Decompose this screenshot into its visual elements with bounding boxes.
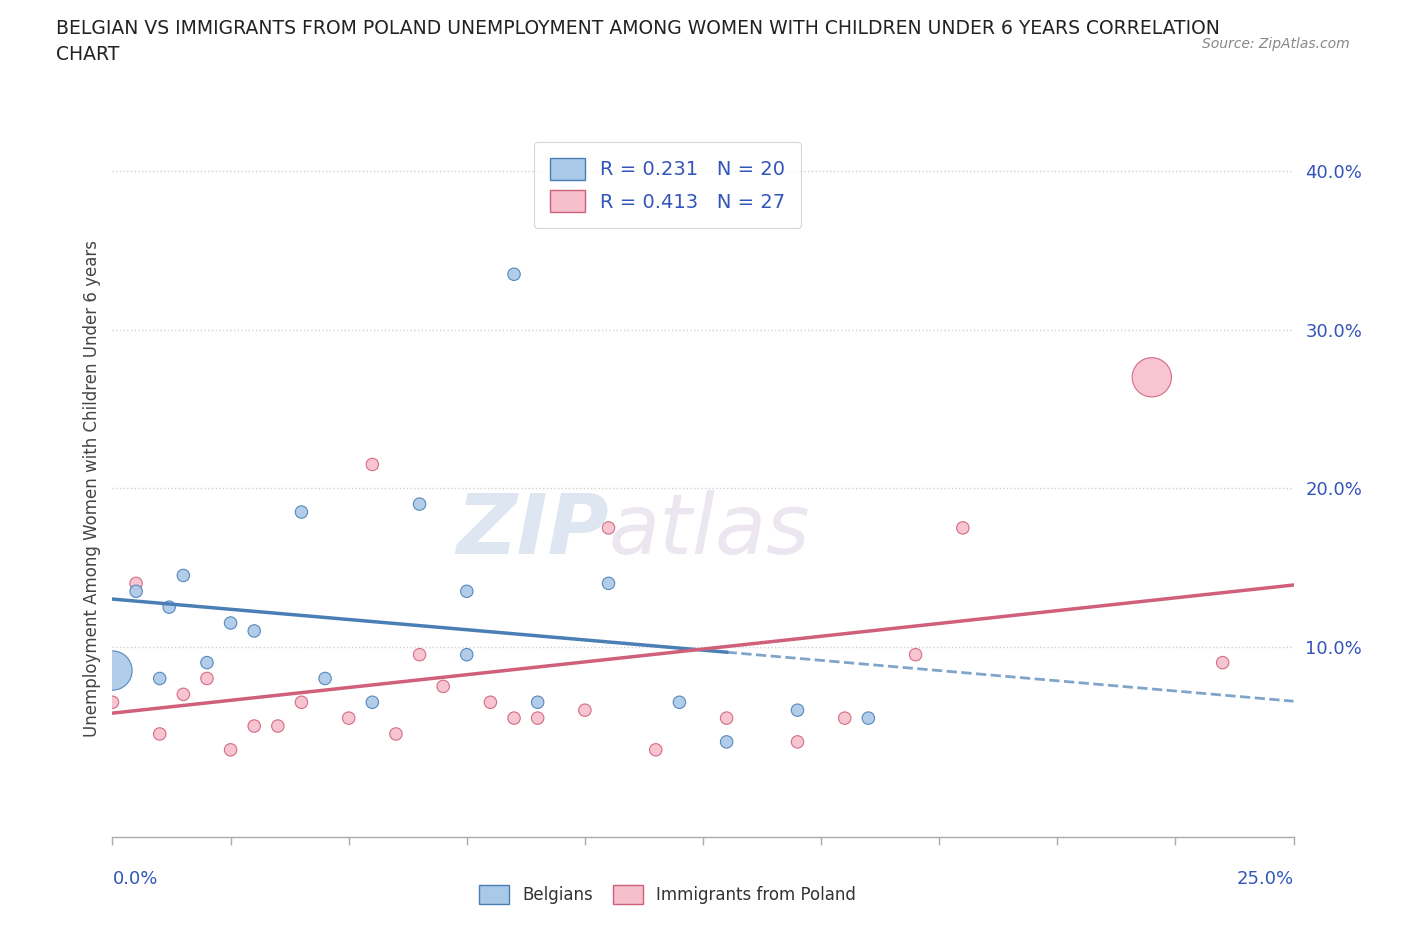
Point	[101, 695, 124, 710]
Point	[385, 726, 408, 741]
Text: 0.0%: 0.0%	[112, 870, 157, 888]
Point	[243, 719, 266, 734]
Point	[479, 695, 502, 710]
Point	[408, 647, 430, 662]
Point	[314, 671, 336, 686]
Point	[149, 726, 172, 741]
Point	[574, 703, 596, 718]
Y-axis label: Unemployment Among Women with Children Under 6 years: Unemployment Among Women with Children U…	[83, 240, 101, 737]
Point	[834, 711, 856, 725]
Point	[243, 623, 266, 638]
Point	[125, 584, 148, 599]
Point	[716, 735, 738, 750]
Point	[361, 695, 384, 710]
Text: 25.0%: 25.0%	[1236, 870, 1294, 888]
Point	[290, 505, 312, 520]
Legend: Belgians, Immigrants from Poland: Belgians, Immigrants from Poland	[471, 876, 865, 912]
Point	[598, 576, 620, 591]
Point	[172, 568, 194, 583]
Point	[290, 695, 312, 710]
Point	[172, 687, 194, 702]
Point	[668, 695, 690, 710]
Point	[337, 711, 360, 725]
Point	[1140, 370, 1163, 385]
Point	[526, 711, 548, 725]
Point	[195, 655, 218, 670]
Point	[1212, 655, 1234, 670]
Point	[195, 671, 218, 686]
Point	[858, 711, 880, 725]
Point	[157, 600, 180, 615]
Point	[456, 647, 478, 662]
Text: atlas: atlas	[609, 489, 810, 571]
Point	[503, 267, 526, 282]
Point	[786, 735, 808, 750]
Point	[125, 576, 148, 591]
Point	[219, 616, 242, 631]
Point	[219, 742, 242, 757]
Point	[598, 521, 620, 536]
Text: ZIP: ZIP	[456, 489, 609, 571]
Text: BELGIAN VS IMMIGRANTS FROM POLAND UNEMPLOYMENT AMONG WOMEN WITH CHILDREN UNDER 6: BELGIAN VS IMMIGRANTS FROM POLAND UNEMPL…	[56, 19, 1220, 64]
Point	[904, 647, 927, 662]
Point	[786, 703, 808, 718]
Point	[432, 679, 454, 694]
Point	[503, 711, 526, 725]
Point	[101, 663, 124, 678]
Point	[716, 711, 738, 725]
Point	[408, 497, 430, 512]
Point	[644, 742, 666, 757]
Point	[267, 719, 290, 734]
Point	[952, 521, 974, 536]
Text: Source: ZipAtlas.com: Source: ZipAtlas.com	[1202, 37, 1350, 51]
Point	[149, 671, 172, 686]
Point	[456, 584, 478, 599]
Point	[361, 457, 384, 472]
Point	[526, 695, 548, 710]
